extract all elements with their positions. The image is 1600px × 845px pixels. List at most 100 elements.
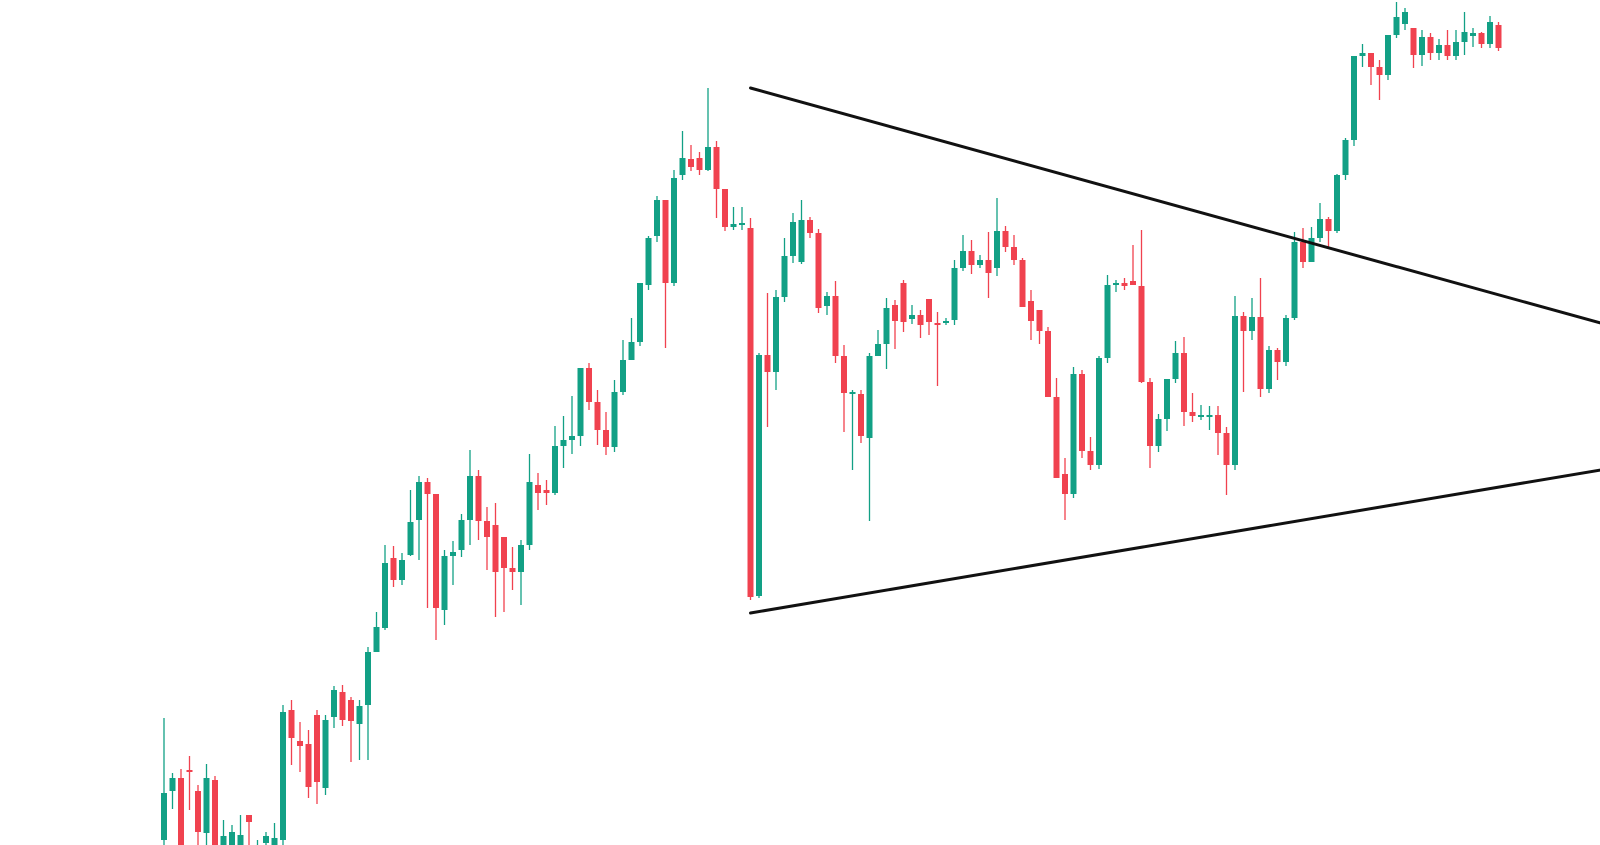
candle [628,318,635,360]
candle-body-up [263,836,269,843]
candle [1079,370,1085,458]
candle-body-down [314,715,320,782]
candle-body-up [628,342,635,360]
candle-body-up [1206,415,1213,417]
candle [637,283,643,346]
candle-body-up [637,283,643,342]
candle-body-up [1461,32,1468,42]
candle [1096,356,1102,469]
candle-body-up [705,147,711,170]
candle-body-down [1257,317,1264,389]
candle-body-up [237,835,244,845]
candle [169,773,176,809]
candle [1453,30,1459,60]
candle [220,820,227,845]
candle [1419,30,1425,66]
candle [1376,60,1383,100]
candle-body-down [696,158,703,170]
candle-body-up [441,556,448,610]
candle [382,545,388,630]
candle [764,293,771,427]
candle [1198,405,1204,420]
candle [535,473,541,510]
candle [1461,12,1468,55]
candle-body-down [1240,316,1247,331]
candle [866,353,873,521]
candle [229,825,235,845]
candle-body-down [509,568,516,572]
candle-body-up [951,268,958,320]
candle [671,170,677,286]
candle [237,815,244,845]
candle-body-down [1189,412,1196,416]
candle [883,298,890,369]
candle-body-up [1249,317,1255,331]
candle-body-down [1011,247,1017,260]
candle-body-down [832,296,839,356]
candle-body-up [450,552,456,556]
candle-body-up [569,436,575,440]
candle-body-up [875,344,881,356]
candle [1402,8,1408,30]
candle-body-down [390,558,397,580]
candle-body-up [365,652,371,705]
candle-body-down [297,741,303,746]
candle-body-up [220,836,227,845]
candle [271,823,278,845]
candle-body-down [1053,397,1060,478]
candles-layer [161,2,1502,845]
candle-body-down [1028,301,1034,321]
candle-body-up [798,220,805,262]
candle-body-up [1308,238,1315,262]
candle [781,238,788,302]
candle-body-down [688,159,694,167]
candle-body-down [1215,415,1221,433]
candle-body-down [1300,242,1306,262]
candle-body-down [1062,474,1068,494]
candle [1334,174,1340,233]
candle-body-down [1444,45,1451,56]
candle-body-down [195,791,201,832]
candle-body-down [475,476,482,521]
candle-body-up [679,158,686,175]
candle-body-up [730,224,737,227]
candle [747,218,754,600]
candle [1470,28,1476,47]
candle [1045,327,1051,397]
candle-body-down [1274,350,1281,362]
candle-body-up [161,793,167,840]
candle-body-down [1036,310,1043,331]
candle [203,764,210,845]
candle [263,832,269,845]
candle-body-up [322,720,329,788]
candle [577,368,584,446]
candle [560,416,567,468]
candle-body-down [858,394,864,436]
candle-body-up [1164,379,1170,419]
candle [611,380,618,452]
candle [1240,312,1247,392]
candle [620,340,626,395]
candle-body-up [1070,374,1077,494]
candle-body-down [1045,331,1051,397]
candle [1317,203,1323,242]
candle [390,546,397,587]
candle-body-up [458,520,465,550]
candle [849,390,856,470]
candle-body-up [1351,56,1357,140]
candle [373,612,380,652]
candle [1215,406,1221,455]
candle-body-up [1402,12,1408,24]
candle [917,310,924,338]
candle-body-up [1113,283,1119,285]
candle [1138,230,1145,383]
candle-body-down [1079,374,1085,451]
candle [322,715,329,795]
candle-body-down [1147,382,1153,446]
candle [424,478,431,608]
candle [815,229,822,313]
candle [1342,138,1349,180]
candle-body-down [484,521,490,537]
